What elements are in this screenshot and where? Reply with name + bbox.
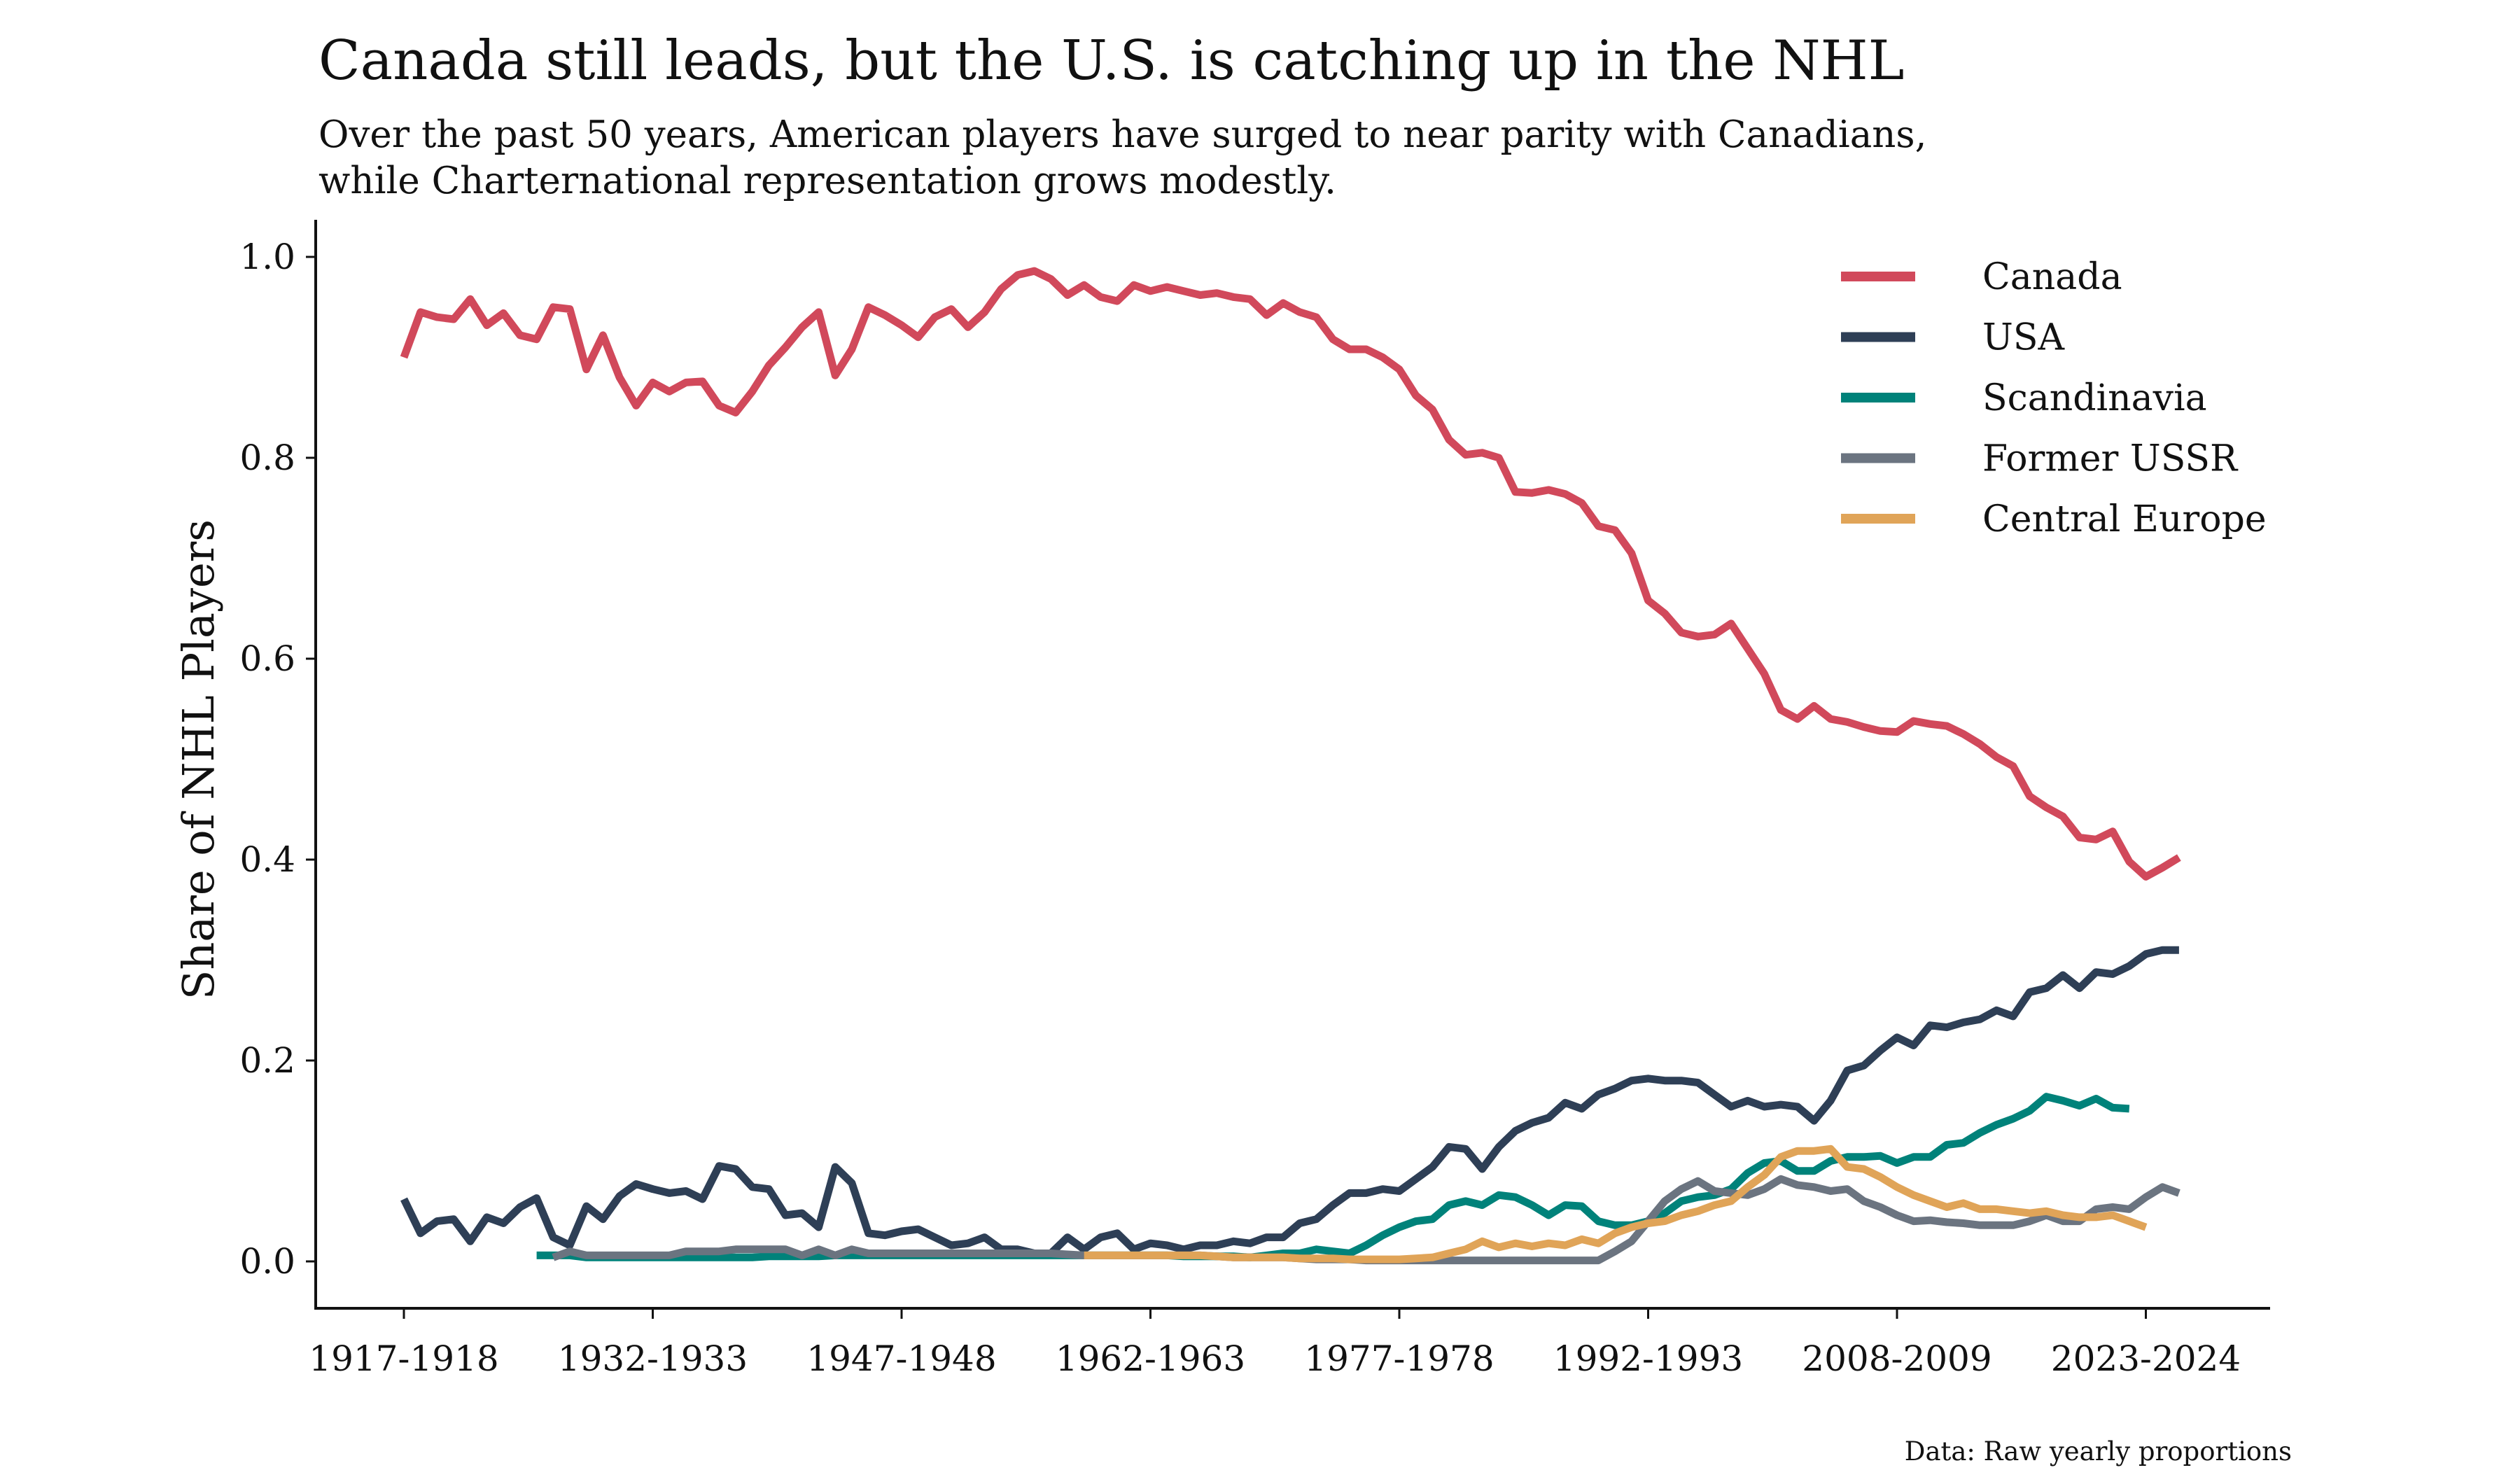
y-tick-label: 0.6 <box>239 638 295 679</box>
legend: Canada USA Scandinavia Former USSR Central E… <box>1841 256 2267 540</box>
y-axis-title: Share of NHL Players <box>173 519 224 1000</box>
legend-label: USA <box>1982 317 2065 359</box>
x-tick-label: 1917-1918 <box>309 1338 498 1379</box>
legend-label: Former USSR <box>1982 438 2239 480</box>
legend-item-central-europe: Central Europe <box>1841 498 2267 540</box>
legend-label: Scandinavia <box>1982 377 2207 419</box>
y-tick-label: 0.0 <box>239 1241 295 1282</box>
x-tick-label: 2023-2024 <box>2051 1338 2241 1379</box>
x-tick-label: 1962-1963 <box>1056 1338 1245 1379</box>
y-tick-label: 0.8 <box>239 438 295 478</box>
x-tick-label: 2008-2009 <box>1802 1338 1991 1379</box>
subtitle-line-2: while Charternational representation gro… <box>318 160 1336 202</box>
legend-item-scandinavia: Scandinavia <box>1841 377 2207 419</box>
axes: 0.0 0.2 0.4 0.6 0.8 1.0 1917-1918 1932-1933 194… <box>173 220 2270 1379</box>
subtitle-line-1: Over the past 50 years, American players… <box>318 113 1927 156</box>
data-source-note: Data: Raw yearly proportions <box>1904 1436 2292 1466</box>
legend-item-usa: USA <box>1841 317 2065 359</box>
y-tick-label: 0.4 <box>239 839 295 880</box>
series-line-scandinavia <box>536 1093 2130 1261</box>
chart-subtitle: Over the past 50 years, American players… <box>318 112 1998 204</box>
series-line-usa <box>400 946 2179 1257</box>
series-line-canada <box>400 267 2181 881</box>
legend-item-canada: Canada <box>1841 256 2122 298</box>
y-tick-label: 0.2 <box>239 1040 295 1081</box>
x-tick-label: 1992-1993 <box>1553 1338 1743 1379</box>
x-ticks: 1917-1918 1932-1933 1947-1948 1962-1963 1977… <box>309 1308 2241 1379</box>
x-tick-label: 1947-1948 <box>806 1338 996 1379</box>
legend-label: Central Europe <box>1982 498 2267 540</box>
y-ticks: 0.0 0.2 0.4 0.6 0.8 1.0 <box>239 237 316 1282</box>
x-tick-label: 1932-1933 <box>558 1338 748 1379</box>
legend-item-former-ussr: Former USSR <box>1841 438 2239 480</box>
chart-title: Canada still leads, but the U.S. is catc… <box>318 29 1905 92</box>
legend-label: Canada <box>1982 256 2122 298</box>
plot-lines <box>400 267 2181 1265</box>
y-tick-label: 1.0 <box>239 237 295 277</box>
x-tick-label: 1977-1978 <box>1304 1338 1494 1379</box>
series-line-central-europe <box>1084 1144 2148 1264</box>
